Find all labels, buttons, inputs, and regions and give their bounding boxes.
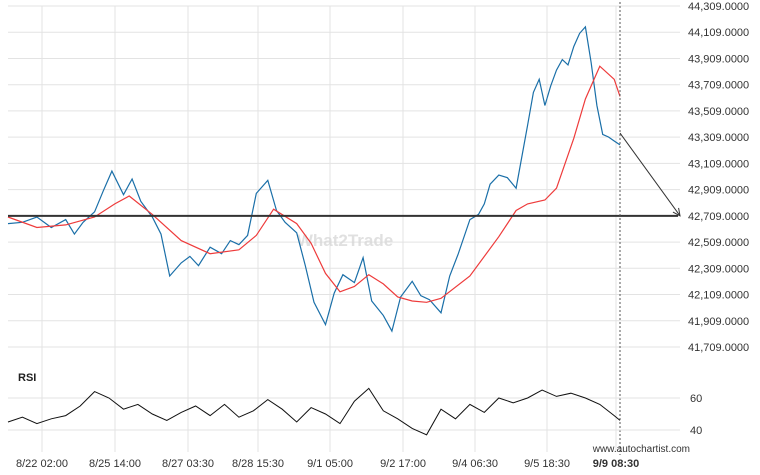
y-tick-label: 43,309.0000 bbox=[688, 132, 749, 144]
x-tick-label: 9/1 05:00 bbox=[307, 458, 353, 470]
forecast-arrow-head bbox=[672, 207, 681, 217]
main-series bbox=[7, 25, 621, 333]
x-tick-label: 9/9 08:30 bbox=[593, 458, 639, 470]
rsi-tick-label: 60 bbox=[690, 393, 702, 405]
y-tick-label: 42,709.0000 bbox=[688, 211, 749, 223]
y-tick-label: 42,909.0000 bbox=[688, 185, 749, 197]
rsi-title: RSI bbox=[18, 372, 36, 384]
y-tick-label: 43,709.0000 bbox=[688, 80, 749, 92]
forecast-arrow bbox=[619, 132, 681, 217]
y-tick-label: 42,309.0000 bbox=[688, 263, 749, 275]
forecast-arrow-shaft bbox=[619, 132, 681, 217]
y-axis-labels: 44,309.0000 44,109.0000 43,909.0000 43,709.… bbox=[688, 1, 749, 354]
price-line bbox=[7, 25, 621, 333]
moving-average-line bbox=[7, 65, 621, 303]
y-tick-label: 43,909.0000 bbox=[688, 53, 749, 65]
x-axis-labels: 8/22 02:00 8/25 14:00 8/27 03:30 8/28 15:30… bbox=[16, 458, 639, 470]
x-tick-label: 8/27 03:30 bbox=[162, 458, 214, 470]
y-tick-label: 43,509.0000 bbox=[688, 106, 749, 118]
y-tick-label: 43,109.0000 bbox=[688, 158, 749, 170]
y-tick-label: 44,309.0000 bbox=[688, 1, 749, 13]
y-tick-label: 41,709.0000 bbox=[688, 342, 749, 354]
watermark-text: What2Trade bbox=[297, 231, 393, 250]
rsi-y-labels: 60 40 bbox=[690, 393, 702, 437]
rsi-grid bbox=[8, 397, 680, 431]
x-grid bbox=[41, 6, 617, 452]
x-tick-label: 9/4 06:30 bbox=[452, 458, 498, 470]
x-tick-label: 8/25 14:00 bbox=[89, 458, 141, 470]
y-tick-label: 42,109.0000 bbox=[688, 290, 749, 302]
x-tick-label: 9/5 18:30 bbox=[524, 458, 570, 470]
main-grid bbox=[8, 5, 680, 348]
rsi-tick-label: 40 bbox=[690, 425, 702, 437]
rsi-series bbox=[7, 387, 621, 436]
y-tick-label: 42,509.0000 bbox=[688, 237, 749, 249]
x-tick-label: 9/2 17:00 bbox=[380, 458, 426, 470]
rsi-line bbox=[7, 387, 621, 436]
x-tick-label: 8/28 15:30 bbox=[232, 458, 284, 470]
y-tick-label: 44,109.0000 bbox=[688, 27, 749, 39]
y-tick-label: 41,909.0000 bbox=[688, 316, 749, 328]
brand-label: www.autochartist.com bbox=[592, 444, 690, 455]
x-tick-label: 8/22 02:00 bbox=[16, 458, 68, 470]
